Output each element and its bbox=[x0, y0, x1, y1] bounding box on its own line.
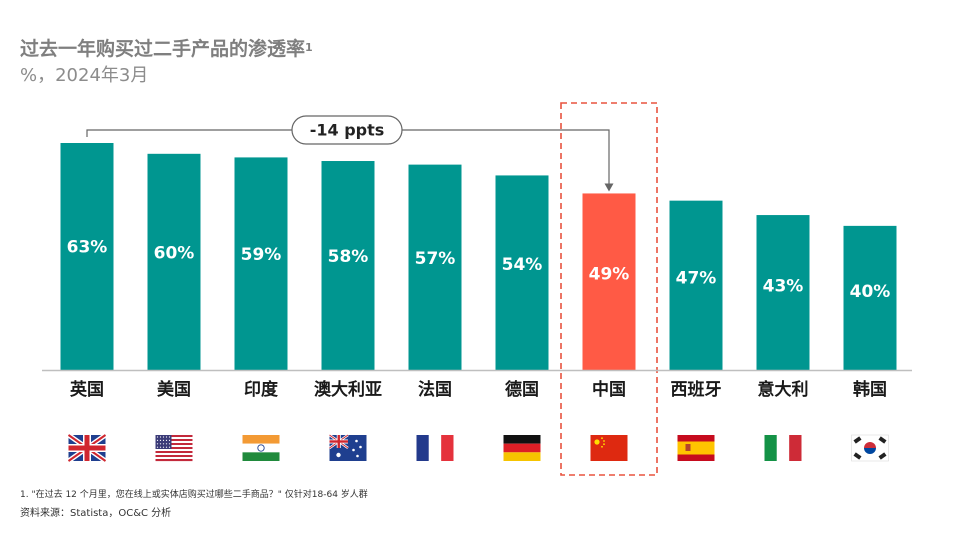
footnote: 1. "在过去 12 个月里，您在线上或实体店购买过哪些二手商品？" 仅针对18… bbox=[20, 490, 368, 500]
category-label-9: 韩国 bbox=[853, 379, 887, 400]
chart-subtitle: %，2024年3月 bbox=[20, 65, 149, 86]
data-label-1: 60% bbox=[154, 243, 195, 263]
bar-2 bbox=[234, 157, 288, 370]
data-label-0: 63% bbox=[67, 237, 108, 257]
category-label-7: 西班牙 bbox=[671, 380, 722, 400]
data-label-4: 57% bbox=[415, 249, 456, 269]
data-label-8: 43% bbox=[763, 276, 804, 296]
data-label-5: 54% bbox=[502, 255, 543, 275]
category-label-8: 意大利 bbox=[758, 379, 809, 400]
bar-6 bbox=[582, 193, 636, 370]
category-label-2: 印度 bbox=[244, 379, 279, 400]
bar-0 bbox=[60, 143, 114, 370]
bar-3 bbox=[321, 161, 375, 370]
bar-5 bbox=[495, 175, 549, 370]
korea-flag-icon bbox=[851, 434, 889, 462]
data-label-7: 47% bbox=[676, 269, 717, 289]
data-label-3: 58% bbox=[328, 247, 369, 267]
chart-title-text: 过去一年购买过二手产品的渗透率 bbox=[20, 38, 306, 60]
chart-title: 过去一年购买过二手产品的渗透率1 bbox=[20, 37, 313, 61]
italy-flag-icon bbox=[764, 435, 802, 461]
india-flag-icon bbox=[242, 435, 280, 461]
annotation-pill bbox=[291, 115, 403, 145]
annotation-text: -14 ppts bbox=[310, 121, 385, 140]
spain-flag-icon bbox=[677, 435, 715, 461]
australia-flag-icon bbox=[328, 433, 367, 461]
highlight-dashed-box bbox=[560, 102, 658, 476]
title-footnote-marker: 1 bbox=[305, 41, 313, 54]
data-label-2: 59% bbox=[241, 245, 282, 265]
china-flag-icon bbox=[590, 435, 628, 461]
category-label-1: 美国 bbox=[157, 379, 191, 400]
data-label-9: 40% bbox=[850, 282, 891, 302]
bar-9 bbox=[843, 225, 897, 370]
category-label-6: 中国 bbox=[592, 379, 626, 400]
germany-flag-icon bbox=[503, 435, 541, 461]
bar-7 bbox=[669, 200, 723, 370]
bar-4 bbox=[408, 164, 462, 370]
category-label-3: 澳大利亚 bbox=[314, 379, 382, 400]
us-flag-icon bbox=[155, 435, 193, 462]
france-flag-icon bbox=[416, 435, 454, 461]
bar-8 bbox=[756, 215, 810, 370]
data-label-6: 49% bbox=[589, 265, 630, 285]
category-label-5: 德国 bbox=[505, 379, 539, 400]
source-note: 资料来源：Statista，OC&C 分析 bbox=[20, 508, 172, 519]
category-label-0: 英国 bbox=[70, 379, 104, 400]
bar-1 bbox=[147, 153, 201, 370]
category-label-4: 法国 bbox=[418, 379, 452, 400]
uk-flag-icon bbox=[67, 432, 107, 464]
annotation-arrowhead bbox=[604, 183, 614, 192]
